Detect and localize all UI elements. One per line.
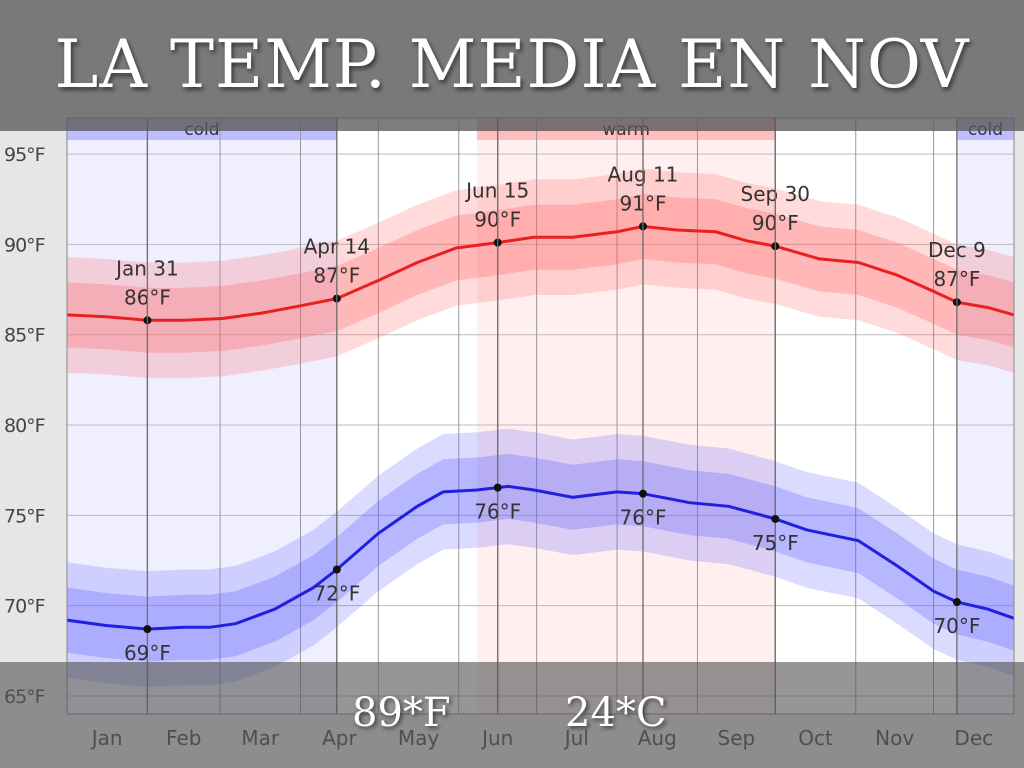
slide-title: LA TEMP. MEDIA EN NOV [54, 26, 970, 103]
series-band-outer [67, 168, 1014, 379]
annotation-marker [332, 565, 341, 574]
y-tick-label: 75°F [4, 505, 45, 527]
y-tick-label: 90°F [4, 234, 45, 256]
season-shade [67, 118, 337, 714]
annotation-temp: 69°F [124, 641, 171, 665]
series-line [66, 484, 1015, 631]
annotation-date: Jun 15 [464, 179, 529, 203]
y-tick-label: 70°F [4, 596, 45, 618]
annotation-date: Jan 31 [114, 256, 179, 280]
annotation-temp: 76°F [620, 506, 667, 530]
series-band-inner [67, 193, 1014, 353]
series-band-outer [67, 428, 1014, 687]
annotation-marker [493, 483, 502, 492]
annotation-temp: 72°F [313, 582, 360, 606]
series-band-inner [67, 453, 1014, 662]
annotation-marker [771, 514, 780, 523]
annotation-temp: 75°F [752, 531, 799, 555]
series-line [66, 224, 1015, 322]
annotation-marker [143, 625, 152, 634]
caption-celsius: 24*C [565, 690, 667, 736]
annotation-temp: 70°F [933, 614, 980, 638]
annotation-temp: 76°F [474, 500, 521, 524]
title-band [0, 0, 1024, 131]
caption-band [0, 662, 1024, 768]
annotation-marker [638, 489, 647, 498]
y-tick-label: 85°F [4, 325, 45, 347]
y-tick-label: 80°F [4, 415, 45, 437]
annotation-marker [952, 598, 961, 607]
season-shade [476, 118, 776, 714]
y-tick-label: 95°F [4, 144, 45, 166]
caption-fahrenheit: 89*F [352, 690, 451, 736]
